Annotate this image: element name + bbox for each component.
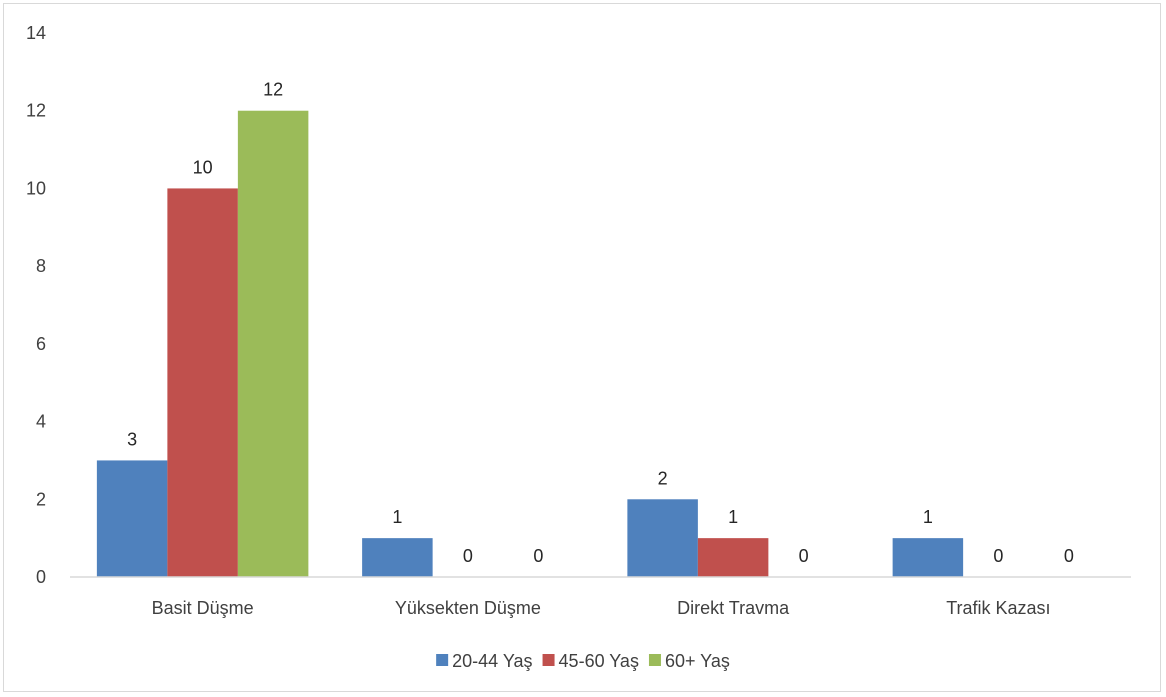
legend-label: 20-44 Yaş: [452, 651, 532, 671]
bar: [892, 538, 964, 577]
data-label: 1: [392, 507, 402, 527]
y-tick-label: 8: [36, 256, 46, 276]
data-label: 1: [923, 507, 933, 527]
bar: [167, 188, 238, 577]
data-label: 10: [193, 157, 213, 177]
category-label: Yüksekten Düşme: [395, 598, 541, 618]
bar: [697, 538, 769, 577]
category-labels: Basit Düşme Yüksekten Düşme Direkt Travma T…: [152, 598, 1051, 618]
bars: [96, 110, 964, 577]
y-tick-label: 4: [36, 412, 46, 432]
legend-swatch: [542, 654, 555, 666]
data-label: 1: [728, 507, 738, 527]
y-axis-ticks: 0 2 4 6 8 10 12 14: [26, 23, 46, 587]
bar: [237, 110, 309, 577]
category-label: Direkt Travma: [677, 598, 790, 618]
data-label: 0: [993, 546, 1003, 566]
bar: [627, 499, 698, 577]
y-tick-label: 2: [36, 489, 46, 509]
y-tick-label: 6: [36, 334, 46, 354]
legend-swatch: [436, 654, 449, 666]
y-tick-label: 0: [36, 567, 46, 587]
bar: [96, 460, 168, 577]
y-tick-label: 10: [26, 178, 46, 198]
data-label: 0: [533, 546, 543, 566]
legend: 20-44 Yaş 45-60 Yaş 60+ Yaş: [436, 651, 730, 671]
legend-swatch: [648, 654, 661, 666]
category-label: Trafik Kazası: [946, 598, 1050, 618]
data-label: 2: [658, 468, 668, 488]
legend-label: 45-60 Yaş: [559, 651, 639, 671]
y-tick-label: 14: [26, 23, 46, 43]
y-tick-label: 12: [26, 101, 46, 121]
bar: [362, 538, 433, 577]
data-label: 0: [463, 546, 473, 566]
data-label: 3: [127, 429, 137, 449]
legend-label: 60+ Yaş: [665, 651, 730, 671]
data-label: 12: [263, 80, 283, 100]
category-label: Basit Düşme: [152, 598, 254, 618]
data-label: 0: [1064, 546, 1074, 566]
data-label: 0: [799, 546, 809, 566]
